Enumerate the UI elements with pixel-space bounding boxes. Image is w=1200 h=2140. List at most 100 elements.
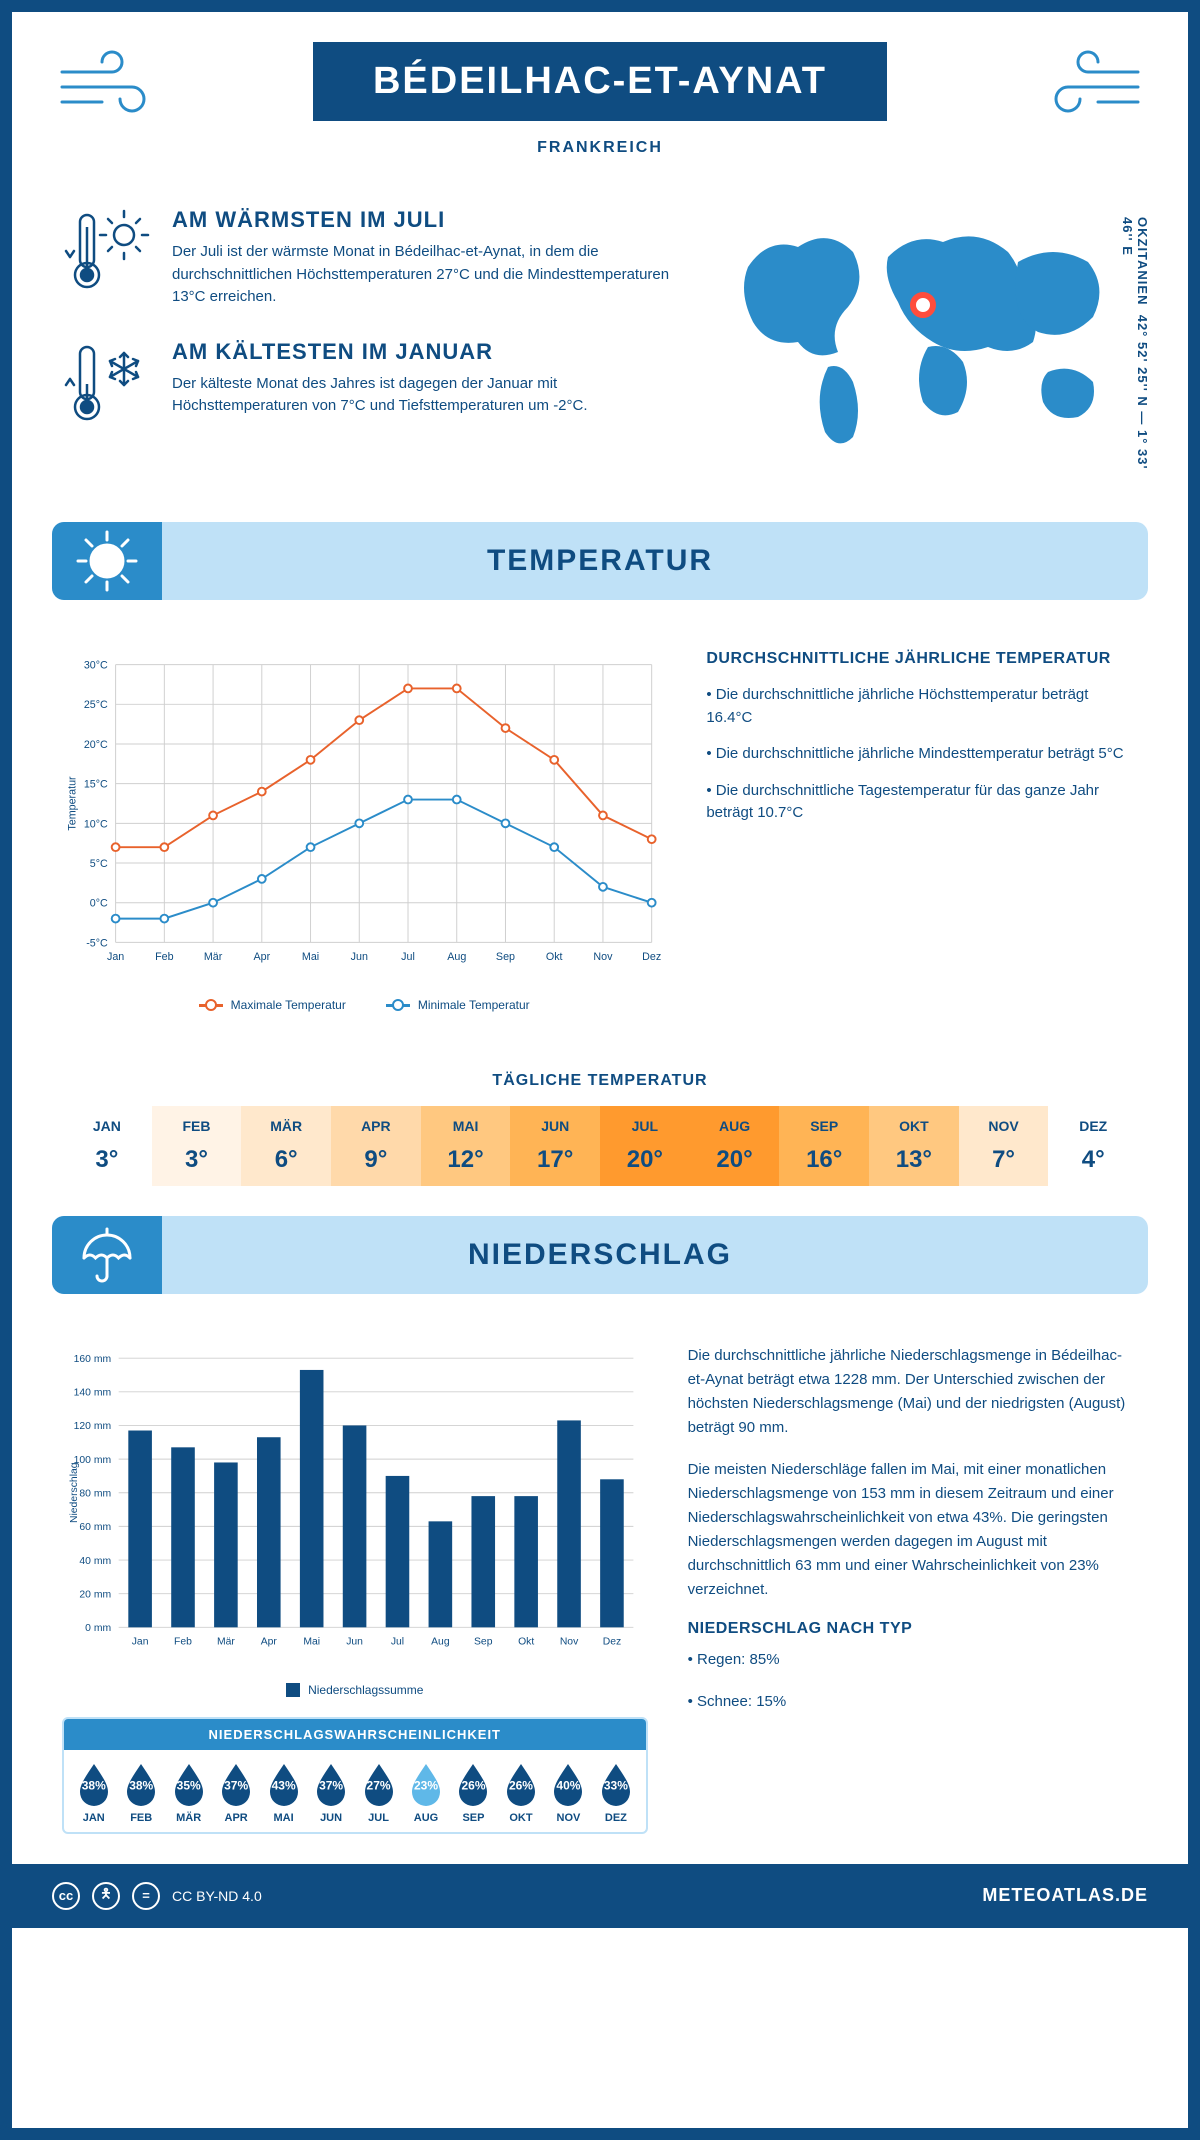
warm-heading: AM WÄRMSTEN IM JULI	[172, 207, 678, 233]
svg-text:Jan: Jan	[107, 951, 124, 963]
svg-text:80 mm: 80 mm	[79, 1489, 111, 1500]
svg-text:Dez: Dez	[642, 951, 661, 963]
svg-text:Jun: Jun	[346, 1637, 363, 1648]
svg-text:25°C: 25°C	[84, 699, 108, 711]
footer: cc 🯅 = CC BY-ND 4.0 METEOATLAS.DE	[12, 1864, 1188, 1928]
svg-text:Nov: Nov	[560, 1637, 579, 1648]
nd-icon: =	[132, 1882, 160, 1910]
svg-text:30°C: 30°C	[84, 660, 108, 672]
svg-text:Jun: Jun	[351, 951, 368, 963]
daily-temp-cell: JUL20°	[600, 1106, 690, 1186]
svg-text:20 mm: 20 mm	[79, 1590, 111, 1601]
daily-temp-cell: AUG20°	[690, 1106, 780, 1186]
license-text: CC BY-ND 4.0	[172, 1888, 262, 1904]
precip-title: NIEDERSCHLAG	[82, 1238, 1118, 1272]
warm-body: Der Juli ist der wärmste Monat in Bédeil…	[172, 241, 678, 309]
precip-legend: Niederschlagssumme	[62, 1683, 648, 1697]
world-map: OKZITANIEN 42° 52' 25'' N — 1° 33' 46'' …	[718, 207, 1138, 472]
svg-text:Temperatur: Temperatur	[67, 776, 79, 831]
svg-text:Aug: Aug	[447, 951, 466, 963]
precip-section-header: NIEDERSCHLAG	[52, 1216, 1148, 1294]
svg-text:Mär: Mär	[217, 1637, 235, 1648]
svg-text:120 mm: 120 mm	[74, 1422, 111, 1433]
svg-text:40 mm: 40 mm	[79, 1556, 111, 1567]
svg-text:Feb: Feb	[155, 951, 174, 963]
precip-prob-cell: 33% DEZ	[592, 1762, 639, 1824]
sun-icon	[52, 522, 162, 600]
svg-text:0°C: 0°C	[90, 898, 108, 910]
daily-temp-cell: NOV7°	[959, 1106, 1049, 1186]
precip-prob-cell: 26% SEP	[450, 1762, 497, 1824]
svg-text:Jul: Jul	[391, 1637, 404, 1648]
temperature-section-header: TEMPERATUR	[52, 522, 1148, 600]
svg-text:Apr: Apr	[253, 951, 270, 963]
precip-prob-cell: 37% JUN	[307, 1762, 354, 1824]
svg-text:60 mm: 60 mm	[79, 1523, 111, 1534]
svg-text:Aug: Aug	[431, 1637, 450, 1648]
daily-temp-cell: FEB3°	[152, 1106, 242, 1186]
svg-text:5°C: 5°C	[90, 858, 108, 870]
daily-temp-cell: JAN3°	[62, 1106, 152, 1186]
svg-text:Nov: Nov	[593, 951, 613, 963]
svg-text:Dez: Dez	[603, 1637, 621, 1648]
svg-text:10°C: 10°C	[84, 818, 108, 830]
svg-text:Feb: Feb	[174, 1637, 192, 1648]
daily-temp-cell: JUN17°	[510, 1106, 600, 1186]
page-subtitle: FRANKREICH	[12, 139, 1188, 157]
svg-text:-5°C: -5°C	[86, 937, 108, 949]
wind-icon	[52, 42, 172, 122]
svg-text:Mai: Mai	[303, 1637, 320, 1648]
precip-prob-cell: 23% AUG	[402, 1762, 449, 1824]
svg-text:15°C: 15°C	[84, 779, 108, 791]
svg-text:Sep: Sep	[474, 1637, 493, 1648]
page-title: BÉDEILHAC-ET-AYNAT	[313, 42, 887, 121]
daily-temp-cell: SEP16°	[779, 1106, 869, 1186]
daily-temp-cell: DEZ4°	[1048, 1106, 1138, 1186]
precip-prob-cell: 35% MÄR	[165, 1762, 212, 1824]
svg-text:Apr: Apr	[261, 1637, 278, 1648]
precip-prob-cell: 43% MAI	[260, 1762, 307, 1824]
precip-prob-cell: 27% JUL	[355, 1762, 402, 1824]
svg-text:Jul: Jul	[401, 951, 415, 963]
cc-icon: cc	[52, 1882, 80, 1910]
precip-prob-cell: 38% JAN	[70, 1762, 117, 1824]
svg-text:Sep: Sep	[496, 951, 515, 963]
svg-text:20°C: 20°C	[84, 739, 108, 751]
precip-summary-text: Die durchschnittliche jährliche Niedersc…	[688, 1344, 1138, 1833]
header: BÉDEILHAC-ET-AYNAT FRANKREICH	[12, 12, 1188, 177]
precip-probability-box: NIEDERSCHLAGSWAHRSCHEINLICHKEIT 38% JAN …	[62, 1717, 648, 1834]
temperature-line-chart: -5°C 0°C 5°C 10°C 15°C 20°C 25°C 30°C Jan Feb Mär A…	[62, 650, 666, 1012]
svg-text:Okt: Okt	[518, 1637, 534, 1648]
by-icon: 🯅	[92, 1882, 120, 1910]
footer-site: METEOATLAS.DE	[982, 1885, 1148, 1906]
svg-text:140 mm: 140 mm	[74, 1388, 111, 1399]
umbrella-icon	[52, 1216, 162, 1294]
warm-summary: AM WÄRMSTEN IM JULI Der Juli ist der wär…	[62, 207, 678, 309]
temperature-summary-text: DURCHSCHNITTLICHE JÄHRLICHE TEMPERATUR •…	[706, 650, 1138, 1012]
daily-temp-cell: OKT13°	[869, 1106, 959, 1186]
precip-prob-cell: 37% APR	[212, 1762, 259, 1824]
svg-text:Jan: Jan	[132, 1637, 149, 1648]
daily-temp-title: TÄGLICHE TEMPERATUR	[12, 1072, 1188, 1090]
thermometer-sun-icon	[62, 207, 152, 297]
daily-temp-cell: MAI12°	[421, 1106, 511, 1186]
precip-prob-cell: 40% NOV	[545, 1762, 592, 1824]
svg-text:Niederschlag: Niederschlag	[69, 1463, 80, 1524]
coords-label: OKZITANIEN 42° 52' 25'' N — 1° 33' 46'' …	[1120, 217, 1150, 472]
cold-body: Der kälteste Monat des Jahres ist dagege…	[172, 373, 678, 418]
svg-text:Okt: Okt	[546, 951, 563, 963]
svg-text:Mai: Mai	[302, 951, 319, 963]
temperature-title: TEMPERATUR	[82, 544, 1118, 578]
precip-bar-chart: 0 mm20 mm40 mm60 mm80 mm100 mm120 mm140 …	[62, 1344, 648, 1696]
wind-icon	[1028, 42, 1148, 122]
svg-text:Mär: Mär	[204, 951, 223, 963]
daily-temp-cell: MÄR6°	[241, 1106, 331, 1186]
cold-heading: AM KÄLTESTEN IM JANUAR	[172, 339, 678, 365]
svg-text:160 mm: 160 mm	[74, 1354, 111, 1365]
thermometer-snow-icon	[62, 339, 152, 429]
daily-temp-cell: APR9°	[331, 1106, 421, 1186]
summary-row: AM WÄRMSTEN IM JULI Der Juli ist der wär…	[12, 177, 1188, 502]
precip-prob-cell: 38% FEB	[117, 1762, 164, 1824]
temperature-legend: Maximale Temperatur Minimale Temperatur	[62, 998, 666, 1012]
svg-text:0 mm: 0 mm	[85, 1623, 111, 1634]
